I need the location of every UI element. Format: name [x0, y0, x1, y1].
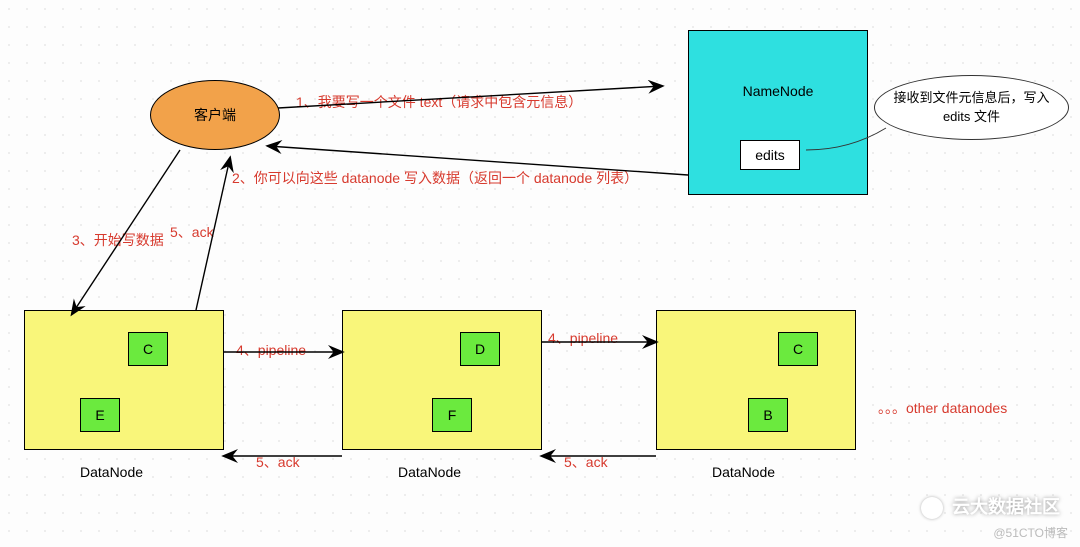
- edits-box: edits: [740, 140, 800, 170]
- step4-label: 4、pipeline: [548, 328, 618, 348]
- namenode-node: NameNode: [688, 30, 868, 195]
- block-label: B: [763, 407, 772, 423]
- block-label: D: [475, 341, 485, 357]
- step4-label: 4、pipeline: [236, 340, 306, 360]
- other-datanodes-label: 。。。other datanodes: [878, 398, 1007, 418]
- client-node: 客户端: [150, 80, 280, 150]
- step2-label: 2、你可以向这些 datanode 写入数据（返回一个 datanode 列表）: [232, 168, 638, 188]
- block-box: C: [128, 332, 168, 366]
- client-label: 客户端: [194, 105, 236, 125]
- step5-label: 5、ack: [256, 452, 300, 472]
- block-box: E: [80, 398, 120, 432]
- step5-label: 5、ack: [170, 222, 214, 242]
- datanode-box: [24, 310, 224, 450]
- bubble-text: 接收到文件元信息后，写入 edits 文件: [885, 89, 1058, 125]
- namenode-label: NameNode: [743, 83, 814, 99]
- datanode-label: DataNode: [398, 464, 461, 480]
- step1-label: 1、我要写一个文件 text（请求中包含元信息）: [296, 92, 582, 112]
- block-box: C: [778, 332, 818, 366]
- watermark-community: 云大数据社区: [921, 493, 1060, 519]
- edits-label: edits: [755, 147, 785, 163]
- block-label: F: [448, 407, 457, 423]
- block-label: C: [143, 341, 153, 357]
- block-label: C: [793, 341, 803, 357]
- wechat-icon: [921, 497, 943, 519]
- watermark-source: @51CTO博客: [993, 524, 1068, 541]
- block-box: B: [748, 398, 788, 432]
- block-label: E: [95, 407, 104, 423]
- block-box: F: [432, 398, 472, 432]
- datanode-label: DataNode: [80, 464, 143, 480]
- step3-label: 3、开始写数据: [72, 230, 164, 250]
- datanode-label: DataNode: [712, 464, 775, 480]
- namenode-bubble: 接收到文件元信息后，写入 edits 文件: [874, 75, 1069, 140]
- step5-label: 5、ack: [564, 452, 608, 472]
- watermark-text: 云大数据社区: [952, 497, 1060, 517]
- block-box: D: [460, 332, 500, 366]
